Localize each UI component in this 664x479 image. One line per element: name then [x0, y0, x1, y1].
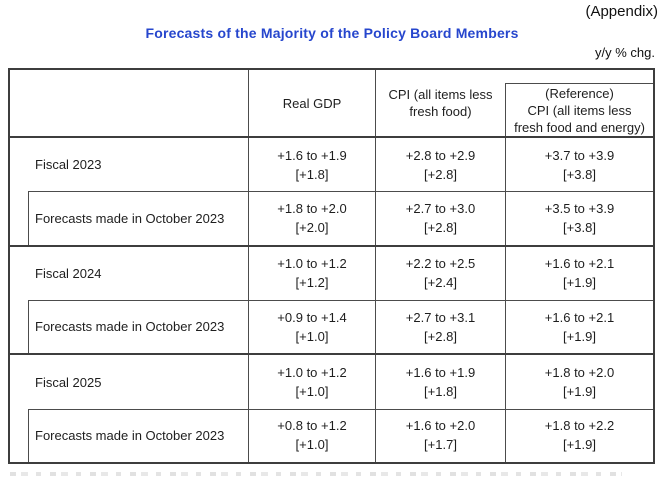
value-point: [+2.8] — [424, 328, 457, 344]
value-range: +1.8 to +2.0 — [544, 365, 615, 381]
table-header-row: Real GDP CPI (all items less fresh food)… — [10, 70, 653, 138]
group-fiscal-2023: Fiscal 2023 +1.6 to +1.9 [+1.8] +2.8 to … — [10, 138, 653, 245]
row-label: Fiscal 2024 — [35, 265, 102, 281]
value-range: +0.8 to +1.2 — [277, 418, 347, 434]
forecast-table: Real GDP CPI (all items less fresh food)… — [8, 68, 655, 464]
value-point: [+2.8] — [424, 220, 457, 236]
appendix-label: (Appendix) — [585, 3, 658, 20]
table-row: Fiscal 2023 +1.6 to +1.9 [+1.8] +2.8 to … — [10, 138, 653, 192]
unit-label: y/y % chg. — [595, 45, 655, 60]
value-cell-reference: +1.8 to +2.0 [+1.9] — [505, 355, 653, 409]
value-point: [+1.9] — [563, 384, 596, 400]
value-range: +1.0 to +1.2 — [277, 256, 347, 272]
value-range: +1.6 to +2.1 — [544, 256, 615, 272]
value-cell-cpi: +1.6 to +2.0 [+1.7] — [375, 408, 505, 463]
value-range: +1.6 to +2.0 — [405, 418, 476, 434]
value-point: [+1.7] — [424, 437, 457, 453]
value-cell-gdp: +0.9 to +1.4 [+1.0] — [248, 300, 375, 354]
group-fiscal-2024: Fiscal 2024 +1.0 to +1.2 [+1.2] +2.2 to … — [10, 244, 653, 354]
value-range: +2.7 to +3.0 — [405, 201, 476, 217]
value-point: [+3.8] — [563, 220, 596, 236]
value-point: [+2.4] — [424, 275, 457, 291]
value-range: +2.2 to +2.5 — [405, 256, 476, 272]
header-real-gdp: Real GDP — [248, 70, 375, 136]
value-cell-gdp: +0.8 to +1.2 [+1.0] — [248, 408, 375, 463]
value-cell-cpi: +2.8 to +2.9 [+2.8] — [375, 138, 505, 192]
value-cell-cpi: +2.7 to +3.0 [+2.8] — [375, 191, 505, 245]
value-point: [+1.9] — [563, 275, 596, 291]
header-reference-cell: (Reference) CPI (all items less fresh fo… — [505, 70, 653, 136]
value-range: +0.9 to +1.4 — [277, 309, 347, 325]
header-cpi: CPI (all items less fresh food) — [375, 70, 505, 136]
value-point: [+1.2] — [295, 275, 329, 291]
value-cell-gdp: +1.6 to +1.9 [+1.8] — [248, 138, 375, 192]
value-point: [+1.8] — [424, 384, 457, 400]
row-label: Fiscal 2023 — [35, 157, 102, 173]
value-cell-reference: +1.6 to +2.1 [+1.9] — [505, 246, 653, 301]
row-label: Fiscal 2025 — [35, 374, 102, 390]
value-cell-reference: +3.7 to +3.9 [+3.8] — [505, 138, 653, 192]
value-cell-gdp: +1.8 to +2.0 [+2.0] — [248, 191, 375, 245]
value-range: +1.6 to +1.9 — [277, 147, 347, 163]
table-row: Fiscal 2024 +1.0 to +1.2 [+1.2] +2.2 to … — [10, 246, 653, 301]
value-point: [+2.0] — [295, 220, 329, 236]
value-cell-reference: +1.6 to +2.1 [+1.9] — [505, 300, 653, 354]
value-point: [+1.9] — [563, 437, 596, 453]
row-label-october: Forecasts made in October 2023 — [35, 427, 225, 443]
value-range: +2.8 to +2.9 — [405, 147, 476, 163]
value-point: [+1.0] — [295, 328, 329, 344]
page-title: Forecasts of the Majority of the Policy … — [145, 25, 519, 41]
value-range: +1.8 to +2.2 — [544, 418, 615, 434]
value-cell-gdp: +1.0 to +1.2 [+1.0] — [248, 355, 375, 409]
value-point: [+3.8] — [563, 166, 596, 182]
value-point: [+1.8] — [295, 166, 329, 182]
cutoff-text-fragment — [10, 472, 622, 476]
value-range: +1.6 to +1.9 — [405, 365, 476, 381]
value-cell-cpi: +2.2 to +2.5 [+2.4] — [375, 246, 505, 301]
table-row: Forecasts made in October 2023 +0.8 to +… — [10, 408, 653, 463]
value-range: +1.0 to +1.2 — [277, 365, 347, 381]
table-row: Fiscal 2025 +1.0 to +1.2 [+1.0] +1.6 to … — [10, 355, 653, 409]
row-label-october: Forecasts made in October 2023 — [35, 319, 225, 335]
value-cell-cpi: +2.7 to +3.1 [+2.8] — [375, 300, 505, 354]
value-cell-cpi: +1.6 to +1.9 [+1.8] — [375, 355, 505, 409]
value-point: [+2.8] — [424, 166, 457, 182]
value-range: +2.7 to +3.1 — [405, 309, 476, 325]
value-point: [+1.0] — [295, 384, 329, 400]
value-cell-reference: +1.8 to +2.2 [+1.9] — [505, 408, 653, 463]
group-fiscal-2025: Fiscal 2025 +1.0 to +1.2 [+1.0] +1.6 to … — [10, 353, 653, 463]
value-range: +1.8 to +2.0 — [277, 201, 347, 217]
value-range: +1.6 to +2.1 — [544, 309, 615, 325]
header-empty-cell — [10, 70, 248, 136]
value-point: [+1.0] — [295, 437, 329, 453]
table-row: Forecasts made in October 2023 +0.9 to +… — [10, 300, 653, 354]
value-cell-reference: +3.5 to +3.9 [+3.8] — [505, 191, 653, 245]
value-point: [+1.9] — [563, 328, 596, 344]
row-label-october: Forecasts made in October 2023 — [35, 210, 225, 226]
value-range: +3.5 to +3.9 — [544, 201, 615, 217]
header-reference-box: (Reference) CPI (all items less fresh fo… — [505, 83, 653, 136]
table-row: Forecasts made in October 2023 +1.8 to +… — [10, 191, 653, 245]
value-range: +3.7 to +3.9 — [544, 147, 615, 163]
value-cell-gdp: +1.0 to +1.2 [+1.2] — [248, 246, 375, 301]
